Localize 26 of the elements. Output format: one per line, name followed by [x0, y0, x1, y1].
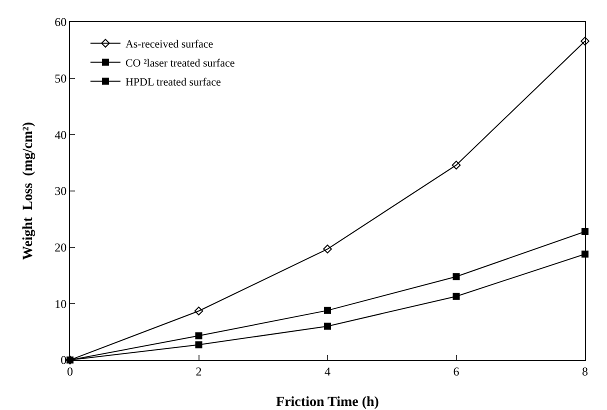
point: [452, 273, 460, 280]
point: [195, 341, 202, 348]
x-tick-label: 8: [582, 364, 588, 378]
y-tick-label: 20: [54, 240, 67, 255]
x-axis-title: Friction Time (h): [276, 395, 380, 410]
x-tick-label: 6: [453, 364, 460, 378]
y-tick-label: 60: [54, 15, 67, 30]
y-tick-label: 30: [54, 184, 67, 198]
y-axis-title: Weight Loss (mg/cm²): [21, 122, 36, 260]
point: [452, 292, 460, 300]
legend-label: CO ²laser treated surface: [125, 58, 235, 70]
y-tick-label: 0: [60, 353, 67, 368]
point: [452, 160, 461, 170]
legend-label: HPDL treated surface: [125, 76, 222, 89]
y-tick-label: 50: [54, 72, 67, 86]
point: [324, 306, 331, 314]
point: [195, 332, 202, 340]
point: [323, 244, 332, 254]
x-tick-label: 4: [324, 364, 330, 378]
y-tick-label: 10: [54, 296, 67, 311]
point: [324, 322, 331, 330]
point: [194, 306, 204, 316]
point: [580, 36, 590, 46]
x-tick-label: 2: [196, 364, 202, 378]
legend-label: As-received surface: [125, 38, 214, 51]
y-tick-label: 40: [54, 128, 67, 142]
